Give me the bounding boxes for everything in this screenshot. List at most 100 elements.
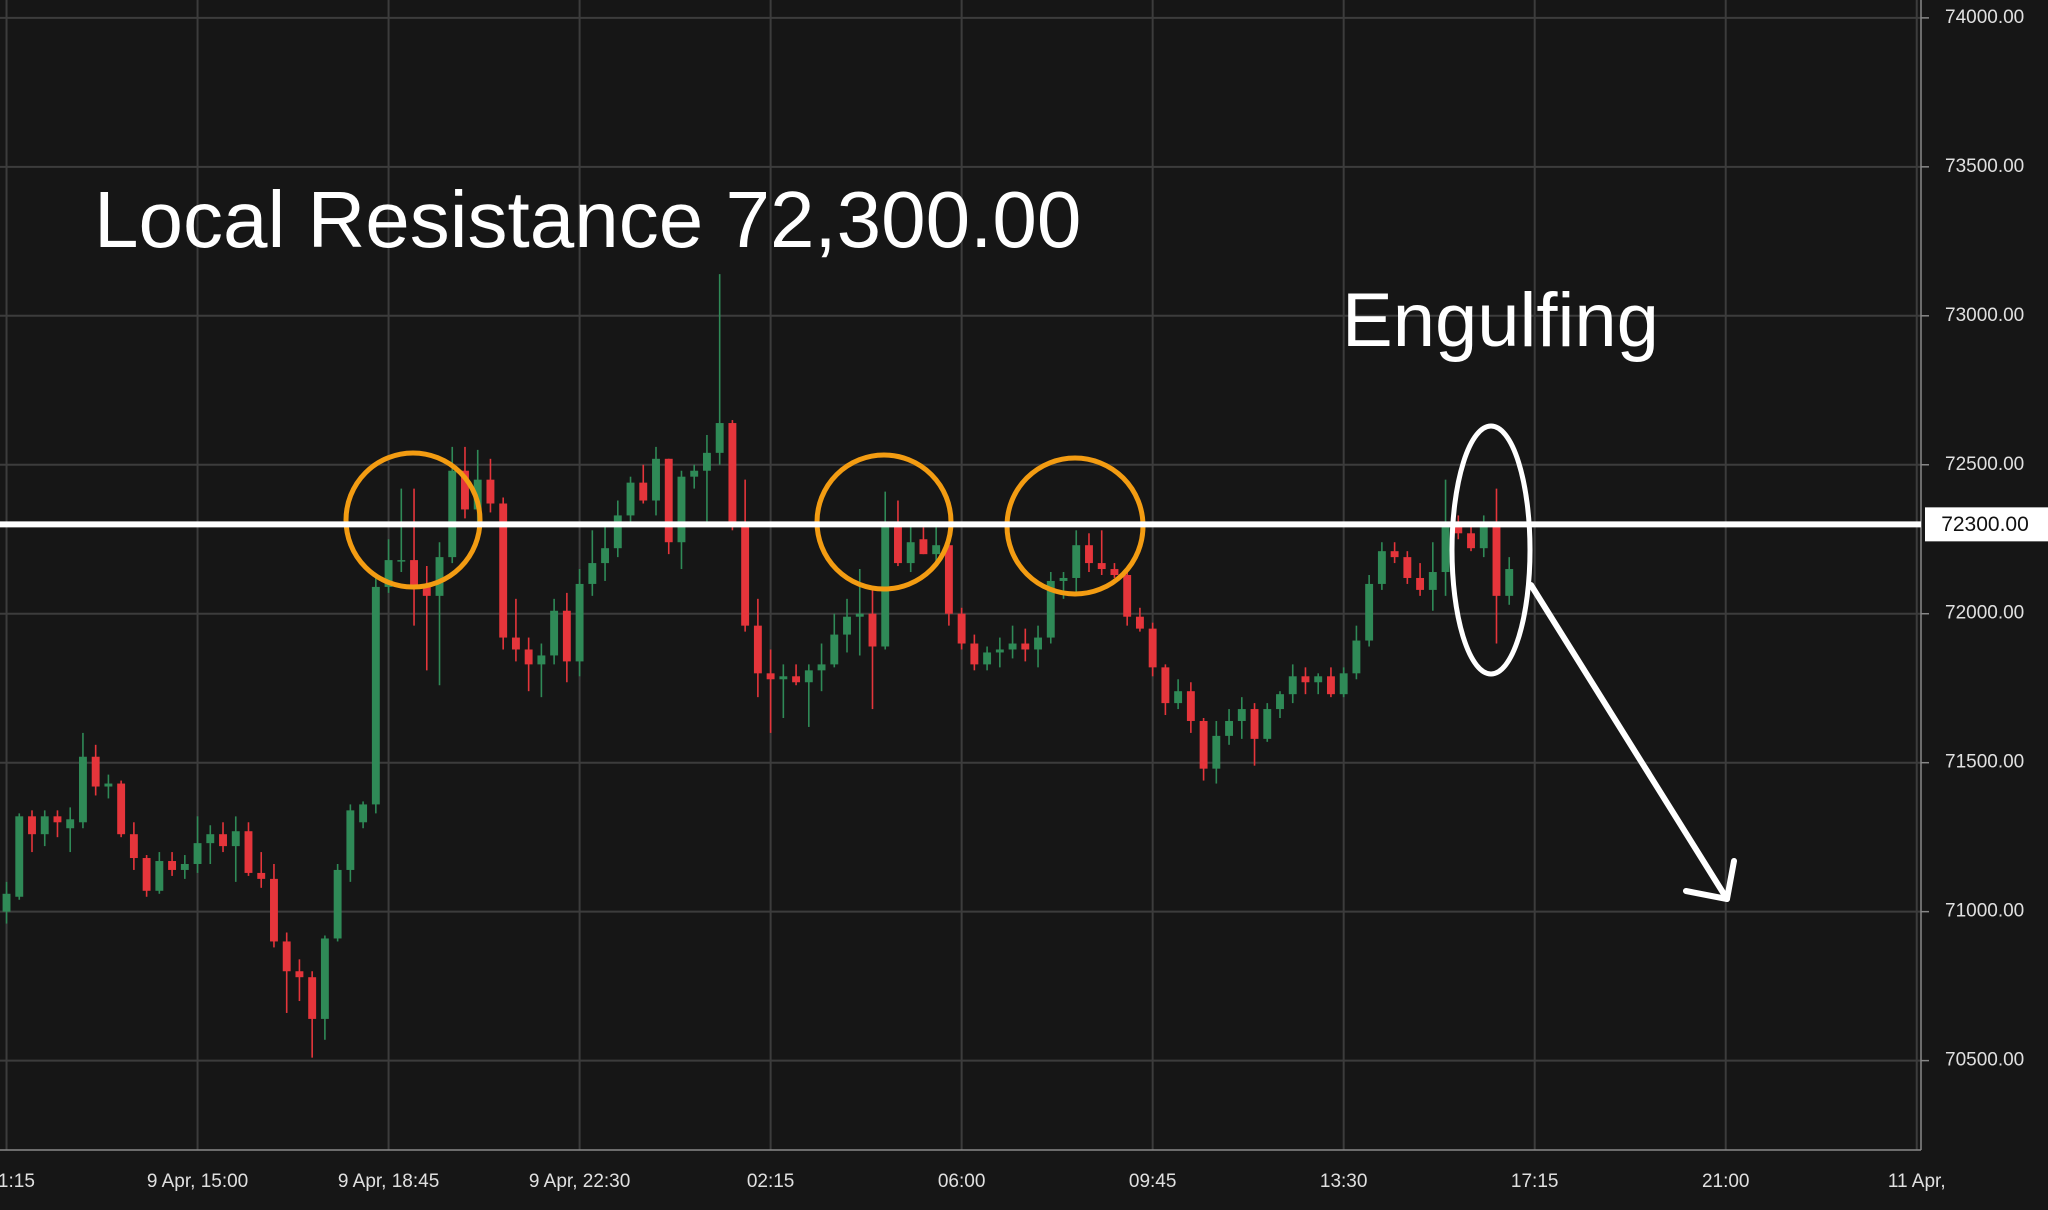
candle-body — [702, 452, 711, 471]
candle-body — [1428, 572, 1437, 590]
highlight-ellipse — [1449, 423, 1533, 677]
candle-body — [652, 458, 660, 501]
candle-body — [690, 470, 699, 477]
candle-body — [511, 637, 520, 650]
y-tick-label: 74000.00 — [1945, 7, 2024, 28]
candle-body — [881, 524, 890, 647]
candle-body — [792, 676, 801, 683]
highlight-circle — [343, 450, 483, 590]
candle-body — [550, 610, 559, 656]
candle-body — [371, 586, 380, 805]
y-tick-label: 71500.00 — [1945, 752, 2024, 773]
candle-body — [537, 655, 546, 665]
candle-body — [117, 783, 126, 835]
x-tick-label: 9 Apr, 22:30 — [529, 1171, 630, 1192]
candle-body — [677, 476, 686, 543]
candle-body — [944, 545, 953, 614]
candle-body — [766, 673, 775, 680]
candle-body — [129, 834, 138, 859]
y-tick-label: 70500.00 — [1945, 1050, 2024, 1071]
candle-body — [562, 610, 571, 662]
candle-body — [359, 804, 368, 823]
candle-body — [1123, 575, 1132, 617]
candle-body — [257, 872, 266, 879]
candle-body — [1199, 720, 1208, 769]
x-tick-label: 9 Apr, 18:45 — [338, 1171, 439, 1192]
candle-body — [995, 649, 1004, 653]
candle-body — [983, 652, 992, 665]
candle-body — [1225, 720, 1234, 736]
candle-body — [1454, 524, 1463, 534]
x-tick-label: 13:30 — [1320, 1171, 1368, 1192]
candle-body — [193, 843, 202, 864]
candle-body — [741, 524, 750, 626]
candle-body — [1377, 551, 1386, 584]
candle-body — [524, 649, 533, 665]
arrow-head — [1683, 858, 1737, 902]
price-label-box — [1925, 507, 2048, 542]
candle-body — [753, 625, 762, 674]
candle-body — [830, 634, 839, 665]
candle-body — [231, 831, 240, 847]
candle-body — [1339, 673, 1348, 695]
candle-body — [448, 470, 457, 558]
candle-body — [1174, 691, 1183, 704]
x-tick-label: , 11:15 — [0, 1171, 35, 1192]
candle-body — [1441, 524, 1450, 573]
candle-body — [15, 816, 24, 897]
candle-body — [664, 458, 673, 543]
candle-body — [1403, 557, 1412, 578]
candle-body — [1021, 643, 1030, 650]
candle-body — [1212, 735, 1221, 769]
candle-body — [1097, 563, 1106, 570]
candle-body — [1326, 676, 1335, 695]
candle-body — [410, 560, 418, 587]
candle-body — [270, 878, 278, 942]
candle-body — [206, 834, 215, 844]
candle-body — [1034, 637, 1042, 650]
candle-body — [1008, 643, 1017, 650]
x-tick-label: 09:45 — [1129, 1171, 1177, 1192]
candle-body — [843, 616, 851, 635]
x-tick-label: 17:15 — [1511, 1171, 1559, 1192]
candle-body — [1276, 694, 1284, 710]
candle-body — [78, 756, 87, 823]
candle-body — [180, 863, 189, 870]
candle-body — [104, 783, 113, 787]
candle-body — [1250, 709, 1259, 739]
candle-body — [817, 664, 826, 671]
candle-body — [575, 583, 584, 662]
candle-body — [906, 542, 915, 564]
x-tick-label: 06:00 — [938, 1171, 986, 1192]
arrow-shaft — [1528, 582, 1730, 902]
candle-body — [308, 977, 317, 1019]
candle-body — [1505, 569, 1514, 596]
candle-body — [282, 941, 291, 972]
candle-body — [588, 563, 597, 584]
candle-body — [779, 676, 788, 680]
price-label: 72300.00 — [1941, 513, 2029, 536]
candles — [2, 274, 1514, 1058]
candle-body — [397, 560, 406, 562]
candle-body — [626, 482, 635, 516]
candle-body — [613, 515, 622, 549]
candle-body — [28, 816, 36, 835]
candle-body — [728, 423, 737, 525]
y-tick-label: 73000.00 — [1945, 305, 2024, 326]
candle-body — [473, 479, 482, 510]
candle-body — [855, 613, 864, 617]
candle-body — [435, 557, 444, 596]
candle-body — [2, 893, 11, 912]
candle-body — [868, 613, 877, 647]
candle-body — [295, 971, 304, 978]
candle-body — [1492, 524, 1501, 596]
candle-body — [1479, 524, 1488, 549]
overlay: Local Resistance 72,300.00 Engulfing — [94, 175, 1737, 902]
candle-body — [1237, 709, 1246, 721]
candle-body — [1288, 676, 1297, 695]
candle-body — [1416, 577, 1425, 590]
candle-body — [1314, 676, 1323, 683]
y-tick-label: 72500.00 — [1945, 454, 2024, 475]
candle-body — [422, 586, 431, 596]
